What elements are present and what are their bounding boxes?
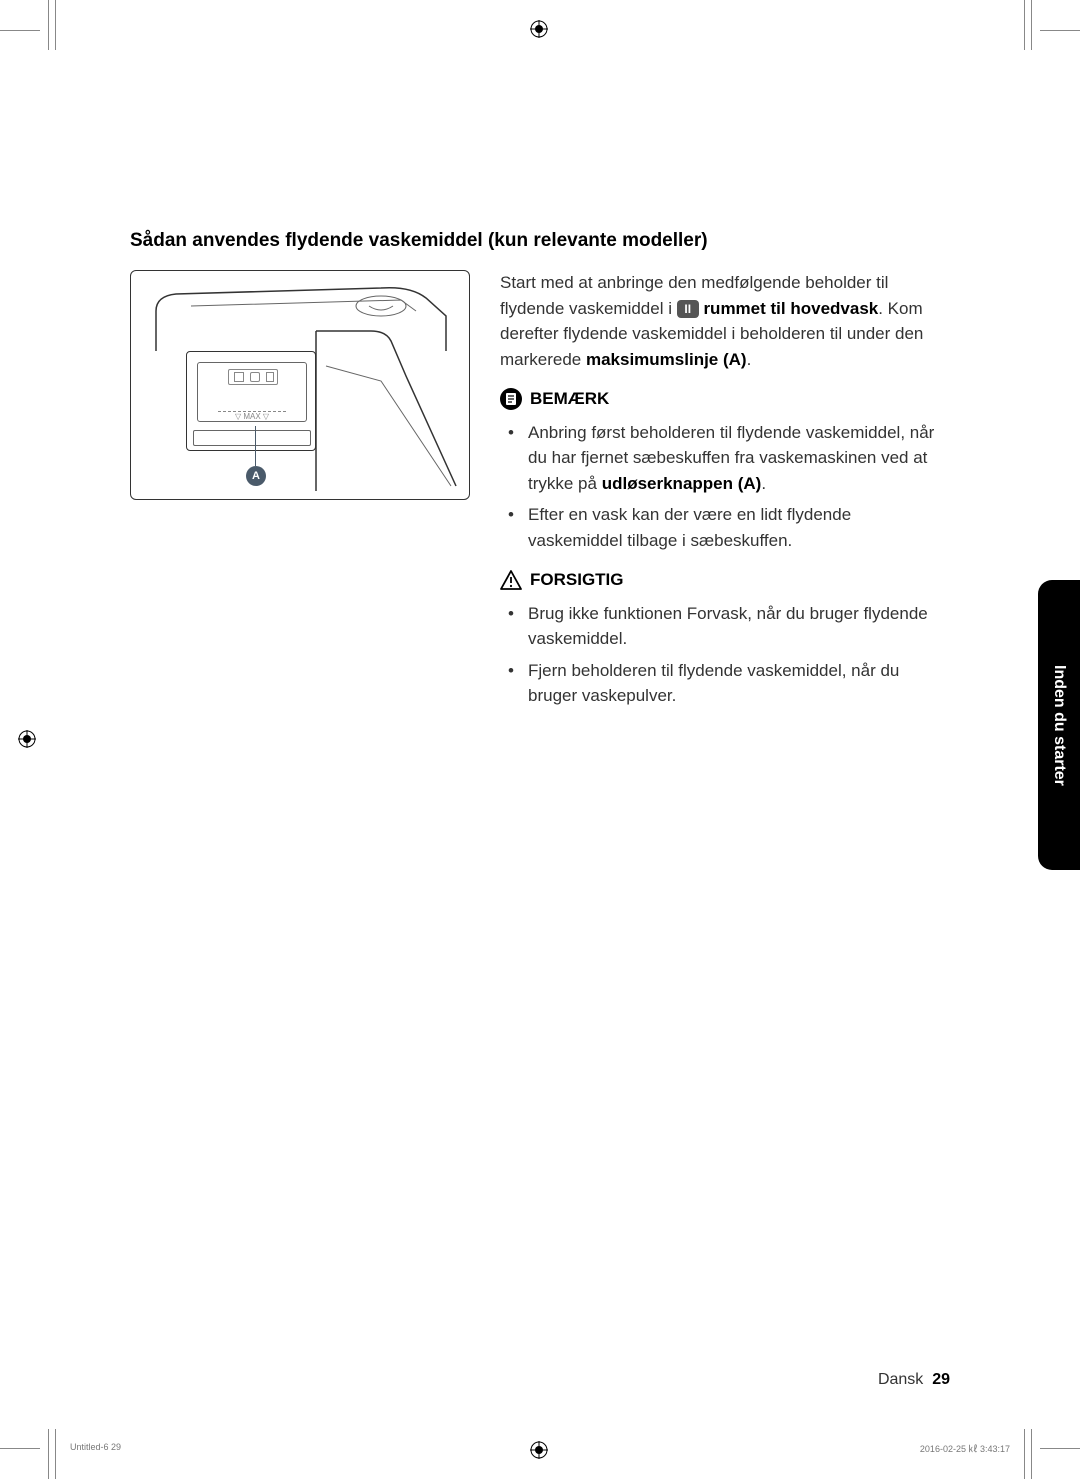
callout-badge-a: A (246, 466, 266, 486)
note-item-bold: udløserknappen (A) (602, 474, 762, 493)
two-column-layout: ▽ MAX ▽ A Start med at anbringe den medf… (130, 270, 950, 715)
detergent-drawer-illustration: ▽ MAX ▽ A (130, 270, 470, 500)
note-item: Efter en vask kan der være en lidt flyde… (500, 502, 950, 553)
print-meta-left: Untitled-6 29 (70, 1442, 121, 1455)
page-footer: Dansk 29 (878, 1371, 950, 1389)
compartment-roman-icon: II (677, 300, 699, 318)
section-title: Sådan anvendes flydende vaskemiddel (kun… (130, 230, 950, 252)
caution-icon (500, 570, 522, 590)
intro-bold-1: rummet til hovedvask (699, 299, 879, 318)
intro-bold-2: maksimumslinje (A) (586, 350, 747, 369)
machine-front-outline (311, 326, 461, 496)
note-item-text: Efter en vask kan der være en lidt flyde… (528, 505, 851, 550)
section-tab-label: Inden du starter (1050, 665, 1068, 786)
page-content: Sådan anvendes flydende vaskemiddel (kun… (0, 0, 1080, 1479)
note-label: BEMÆRK (530, 386, 609, 412)
print-meta-right: 2016-02-25 ㎘ 3:43:17 (920, 1442, 1010, 1455)
caution-item: Fjern beholderen til flydende vaskemidde… (500, 658, 950, 709)
callout-line (255, 426, 256, 466)
footer-page-number: 29 (932, 1371, 950, 1388)
intro-paragraph: Start med at anbringe den medfølgende be… (500, 270, 950, 372)
caution-label: FORSIGTIG (530, 567, 624, 593)
intro-text-3: . (747, 350, 752, 369)
liquid-container: ▽ MAX ▽ (197, 362, 307, 422)
section-tab: Inden du starter (1038, 580, 1080, 870)
drawer-compartment: ▽ MAX ▽ (186, 351, 316, 451)
caution-header: FORSIGTIG (500, 567, 950, 593)
note-item: Anbring først beholderen til flydende va… (500, 420, 950, 497)
print-metadata: Untitled-6 29 2016-02-25 ㎘ 3:43:17 (70, 1442, 1010, 1455)
text-content: Start med at anbringe den medfølgende be… (500, 270, 950, 715)
caution-item: Brug ikke funktionen Forvask, når du bru… (500, 601, 950, 652)
note-list: Anbring først beholderen til flydende va… (500, 420, 950, 554)
footer-language: Dansk (878, 1371, 923, 1388)
note-item-text-after: . (761, 474, 766, 493)
note-icon (500, 388, 522, 410)
caution-list: Brug ikke funktionen Forvask, når du bru… (500, 601, 950, 709)
note-header: BEMÆRK (500, 386, 950, 412)
max-line-label: ▽ MAX ▽ (218, 411, 286, 421)
